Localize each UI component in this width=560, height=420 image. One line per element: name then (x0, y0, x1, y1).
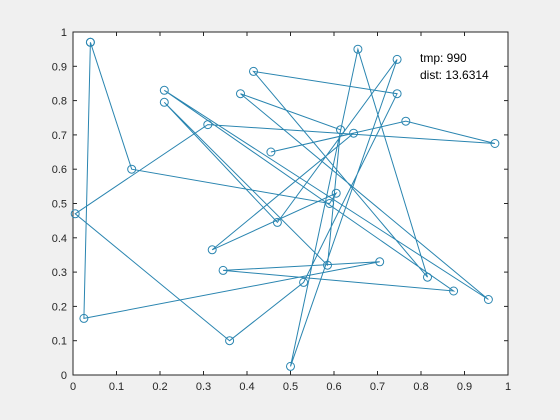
city-point (85, 37, 95, 47)
y-tick-label: 0.9 (52, 61, 67, 73)
y-tick-label: 0 (61, 370, 67, 382)
city-point (325, 199, 335, 208)
city-point (375, 257, 385, 267)
y-tick-label: 0.3 (52, 267, 67, 279)
city-point (225, 336, 235, 346)
route-line (74, 42, 496, 367)
x-tick-label: 0.4 (239, 381, 254, 393)
route-layer (70, 37, 500, 371)
y-tick-label: 0.7 (52, 130, 67, 142)
city-point (449, 286, 459, 296)
city-point (218, 265, 228, 275)
x-axis: 0 0.1 0.2 0.3 0.4 0.5 0.6 0.7 0.8 0.9 1 (70, 32, 511, 393)
y-tick-label: 0.5 (52, 199, 67, 211)
plot-area (72, 31, 509, 376)
city-point (483, 295, 493, 304)
city-point (127, 164, 137, 174)
x-tick-label: 0 (70, 381, 76, 393)
city-point (349, 128, 359, 138)
x-tick-label: 0.1 (109, 381, 124, 393)
city-point (266, 147, 276, 157)
y-tick-label: 0.6 (52, 164, 67, 176)
y-tick-label: 0.1 (52, 336, 67, 348)
city-point (401, 116, 411, 126)
city-point (299, 277, 309, 287)
city-point (392, 89, 402, 99)
y-tick-label: 0.2 (52, 301, 67, 313)
city-point (203, 120, 213, 130)
city-point (249, 66, 258, 76)
annotation-dist: dist: 13.6314 (420, 68, 489, 82)
city-point (323, 260, 332, 270)
city-point (286, 361, 295, 371)
y-axis: 0 0.1 0.2 0.3 0.4 0.5 0.6 0.7 0.8 0.9 1 (52, 27, 508, 382)
city-point (159, 85, 169, 95)
y-tick-label: 0.4 (52, 233, 67, 245)
city-point (236, 89, 245, 99)
city-point (207, 245, 217, 255)
x-tick-label: 0.8 (413, 381, 428, 393)
city-point (490, 139, 500, 148)
city-point (70, 209, 80, 219)
city-point (272, 217, 282, 227)
y-tick-label: 0.8 (52, 96, 67, 108)
city-point (331, 188, 341, 198)
x-tick-label: 1 (505, 381, 511, 393)
x-tick-label: 0.5 (283, 381, 298, 393)
annotation-tmp: tmp: 990 (420, 51, 467, 65)
x-tick-label: 0.7 (370, 381, 385, 393)
city-point (159, 97, 169, 107)
city-point (336, 125, 345, 135)
city-point (392, 54, 402, 64)
city-point (423, 272, 432, 282)
x-tick-label: 0.9 (457, 381, 472, 393)
y-tick-label: 1 (61, 27, 67, 39)
city-point (353, 44, 363, 54)
city-point (79, 313, 89, 323)
x-tick-label: 0.6 (326, 381, 341, 393)
x-tick-label: 0.2 (152, 381, 167, 393)
x-tick-label: 0.3 (196, 381, 211, 393)
